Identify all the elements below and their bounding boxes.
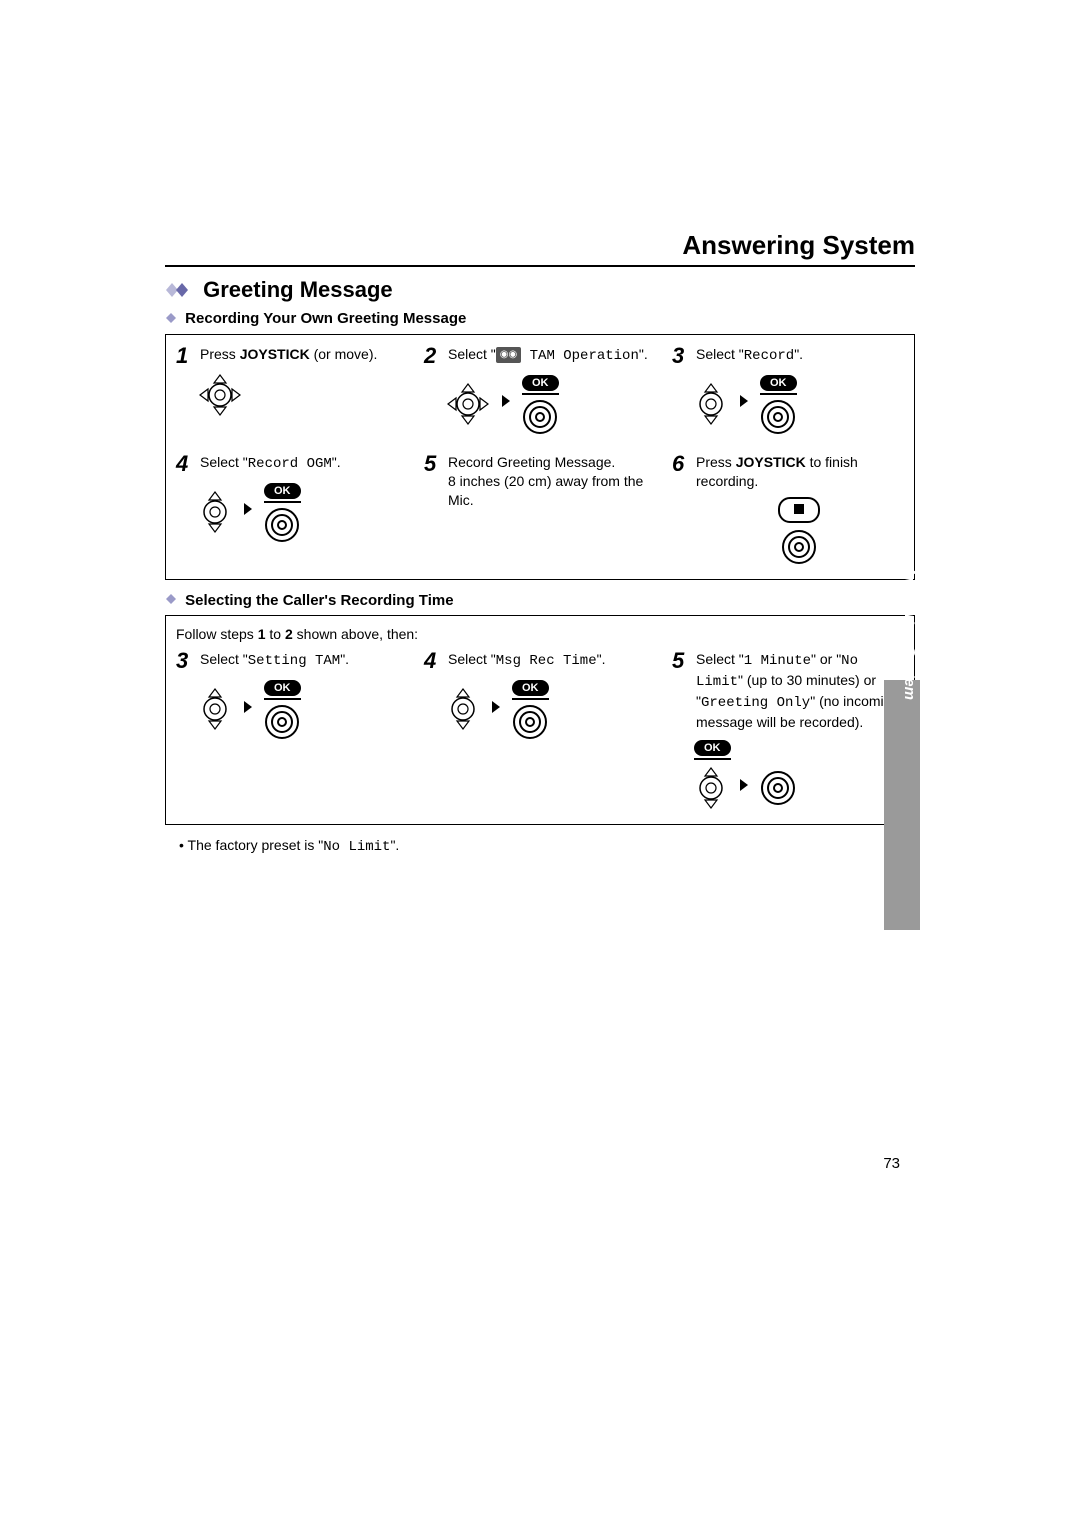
factory-note: • The factory preset is "No Limit". [179,837,915,855]
step: 5 Record Greeting Message.8 inches (20 c… [424,453,656,565]
step-number: 1 [176,345,194,367]
diamond-icon [165,311,177,328]
step-text: Select "Msg Rec Time". [448,650,605,671]
subsection-1-title: Recording Your Own Greeting Message [165,310,915,328]
step: 1 Press JOYSTICK (or move). [176,345,408,435]
right-arrow-icon [242,501,254,517]
steps-grid-2: 3 Select "Setting TAM". OK 4 Select "Msg… [176,650,904,810]
joystick-updown-icon [694,766,728,810]
joystick-updown-icon [198,490,232,534]
step: 5 Select "1 Minute" or "No Limit" (up to… [672,650,904,810]
step-text: Select "Record". [696,345,803,366]
circle-button-icon [264,704,300,740]
steps-grid-1: 1 Press JOYSTICK (or move). 2 Select "◉◉… [176,345,904,565]
step: 3 Select "Record". OK [672,345,904,435]
steps-box-1: 1 Press JOYSTICK (or move). 2 Select "◉◉… [165,334,915,580]
step-text: Select "Record OGM". [200,453,341,474]
step-number: 2 [424,345,442,367]
step: 4 Select "Record OGM". OK [176,453,408,565]
tam-tape-icon: ◉◉ [496,347,521,363]
step-text: Record Greeting Message.8 inches (20 cm)… [448,453,656,510]
right-arrow-icon [490,699,502,715]
side-tab-text: Answering System [901,566,918,700]
subsection-2-text: Selecting the Caller's Recording Time [185,592,453,609]
step: 3 Select "Setting TAM". OK [176,650,408,810]
joystick-full-icon [198,373,242,417]
stop-button-icon [778,497,820,523]
diamond-pair-icon [165,278,191,304]
circle-button-icon [264,507,300,543]
ok-badge: OK [760,375,797,391]
step-text: Select "◉◉ TAM Operation". [448,345,648,366]
diamond-icon [165,592,177,609]
circle-button-icon [781,529,817,565]
step-number: 5 [424,453,442,475]
steps-box-2: Follow steps 1 to 2 shown above, then: 3… [165,615,915,825]
step-number: 4 [176,453,194,475]
page-title: Answering System [165,230,915,267]
joystick-updown-icon [694,382,728,426]
circle-button-icon [760,770,796,806]
step-text: Press JOYSTICK to finish recording. [696,453,904,491]
circle-button-icon [760,399,796,435]
page-content: Answering System Greeting Message Record… [165,230,915,855]
section-title-text: Greeting Message [203,277,393,302]
joystick-full-icon [446,382,490,426]
follow-note: Follow steps 1 to 2 shown above, then: [176,626,904,642]
circle-button-icon [512,704,548,740]
ok-badge: OK [264,483,301,499]
side-tab [884,680,920,930]
step: 6 Press JOYSTICK to finish recording. [672,453,904,565]
step-number: 5 [672,650,690,672]
circle-button-icon [522,399,558,435]
step: 4 Select "Msg Rec Time". OK [424,650,656,810]
subsection-1-text: Recording Your Own Greeting Message [185,310,466,327]
ok-badge: OK [694,740,731,756]
page-number: 73 [883,1155,900,1172]
right-arrow-icon [738,393,750,409]
joystick-updown-icon [446,687,480,731]
step-text: Press JOYSTICK (or move). [200,345,377,364]
step-text: Select "Setting TAM". [200,650,349,671]
step-number: 3 [176,650,194,672]
step-number: 6 [672,453,690,475]
right-arrow-icon [500,393,512,409]
section-title: Greeting Message [165,277,915,304]
ok-badge: OK [264,680,301,696]
step-text: Select "1 Minute" or "No Limit" (up to 3… [696,650,904,732]
right-arrow-icon [242,699,254,715]
step: 2 Select "◉◉ TAM Operation". OK [424,345,656,435]
ok-badge: OK [522,375,559,391]
right-arrow-icon [738,777,750,793]
step-number: 4 [424,650,442,672]
ok-badge: OK [512,680,549,696]
subsection-2-title: Selecting the Caller's Recording Time [165,592,915,610]
joystick-updown-icon [198,687,232,731]
step-number: 3 [672,345,690,367]
